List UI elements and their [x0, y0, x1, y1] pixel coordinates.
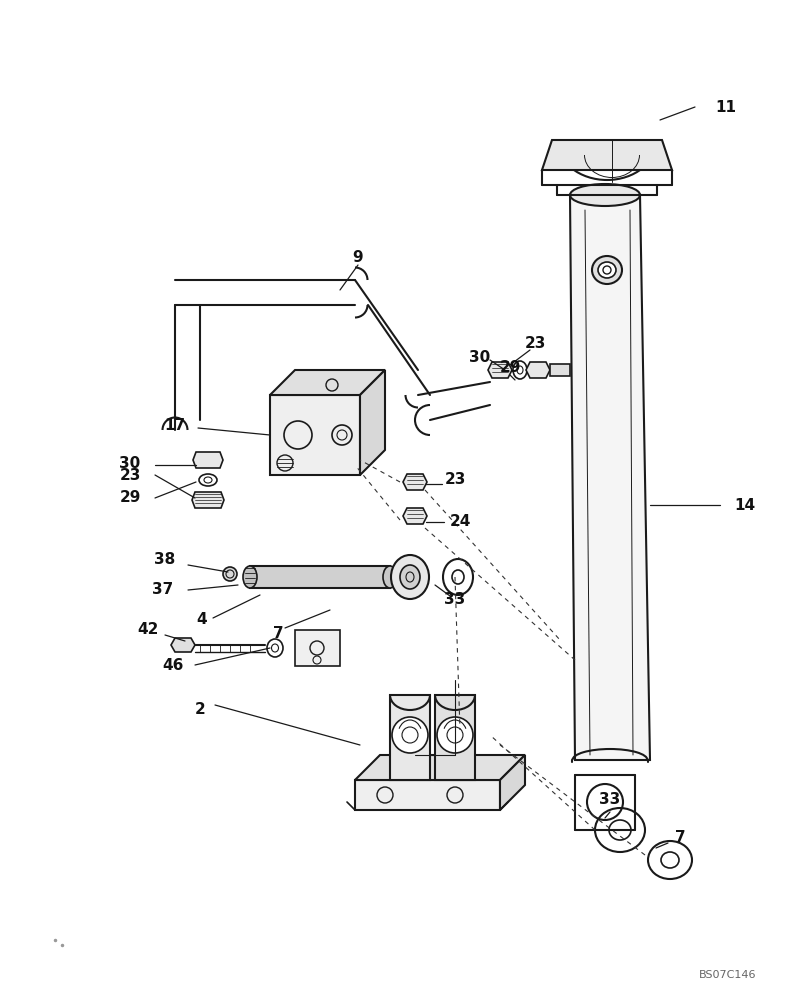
Ellipse shape [591, 256, 621, 284]
Polygon shape [354, 755, 525, 780]
Ellipse shape [242, 566, 257, 588]
Polygon shape [171, 638, 195, 652]
Text: BS07C146: BS07C146 [698, 970, 756, 980]
Text: 33: 33 [444, 592, 465, 607]
Polygon shape [294, 630, 340, 666]
Polygon shape [193, 452, 223, 468]
Text: 42: 42 [137, 622, 158, 638]
Text: 17: 17 [165, 418, 186, 432]
Text: 30: 30 [469, 351, 490, 365]
Ellipse shape [569, 184, 639, 206]
Polygon shape [487, 362, 512, 378]
Ellipse shape [513, 361, 526, 379]
Ellipse shape [443, 559, 473, 595]
Polygon shape [359, 370, 384, 475]
Polygon shape [354, 780, 500, 810]
Text: 29: 29 [499, 360, 520, 375]
Text: 46: 46 [162, 658, 183, 672]
Polygon shape [270, 370, 384, 395]
Ellipse shape [400, 565, 419, 589]
Text: 23: 23 [444, 473, 466, 488]
Text: 30: 30 [119, 456, 140, 471]
Polygon shape [435, 695, 474, 780]
Polygon shape [250, 566, 389, 588]
Polygon shape [270, 395, 359, 475]
Text: 9: 9 [352, 250, 363, 265]
Polygon shape [389, 695, 430, 780]
Text: 7: 7 [674, 830, 684, 845]
Polygon shape [541, 140, 672, 170]
Polygon shape [402, 508, 427, 524]
Ellipse shape [199, 474, 217, 486]
Polygon shape [191, 492, 224, 508]
Polygon shape [526, 362, 549, 378]
Circle shape [392, 717, 427, 753]
Text: 14: 14 [733, 497, 754, 512]
Text: 11: 11 [714, 100, 736, 115]
Ellipse shape [383, 566, 397, 588]
Ellipse shape [267, 639, 283, 657]
Ellipse shape [391, 555, 428, 599]
Polygon shape [500, 755, 525, 810]
Polygon shape [549, 364, 569, 376]
Polygon shape [569, 195, 649, 760]
Text: 37: 37 [152, 582, 174, 597]
Text: 38: 38 [154, 552, 175, 568]
Text: 2: 2 [195, 702, 205, 718]
Text: 29: 29 [119, 490, 140, 506]
Circle shape [436, 717, 473, 753]
Text: 4: 4 [196, 612, 207, 628]
Ellipse shape [597, 262, 616, 278]
Text: 7: 7 [272, 626, 283, 642]
Text: 23: 23 [524, 336, 545, 351]
Text: 23: 23 [119, 468, 140, 483]
Polygon shape [402, 474, 427, 490]
Circle shape [223, 567, 237, 581]
Text: 33: 33 [599, 792, 620, 807]
Text: 24: 24 [448, 514, 470, 530]
